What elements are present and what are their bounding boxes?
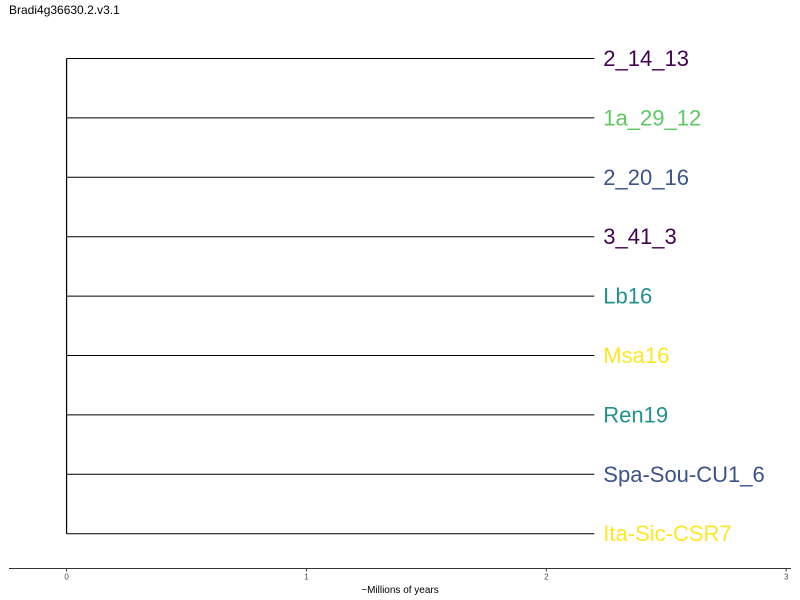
- tip-label: 2_14_13: [603, 46, 689, 71]
- tip-label: Msa16: [603, 343, 669, 368]
- axis-tick-label: 3: [784, 573, 789, 582]
- tip-label: Lb16: [603, 284, 652, 309]
- axis-title: ~Millions of years: [361, 585, 439, 596]
- time-axis: 0 1 2 3 ~Millions of years: [9, 568, 791, 596]
- tip-label: Spa-Sou-CU1_6: [603, 462, 764, 487]
- page-title: Bradi4g36630.2.v3.1: [9, 3, 120, 17]
- axis-tick-label: 2: [544, 573, 549, 582]
- tip-label: Ren19: [603, 402, 668, 427]
- tip-labels: 2_14_13 1a_29_12 2_20_16 3_41_3 Lb16 Msa16 Ren…: [603, 46, 764, 546]
- axis-ticks: 0 1 2 3: [64, 568, 789, 582]
- tip-label: 3_41_3: [603, 224, 676, 249]
- tip-label: Ita-Sic-CSR7: [603, 521, 731, 546]
- tip-label: 1a_29_12: [603, 105, 701, 130]
- axis-tick-label: 1: [304, 573, 309, 582]
- tree-branches: [65, 58, 595, 535]
- axis-tick-label: 0: [64, 573, 69, 582]
- tip-label: 2_20_16: [603, 165, 689, 190]
